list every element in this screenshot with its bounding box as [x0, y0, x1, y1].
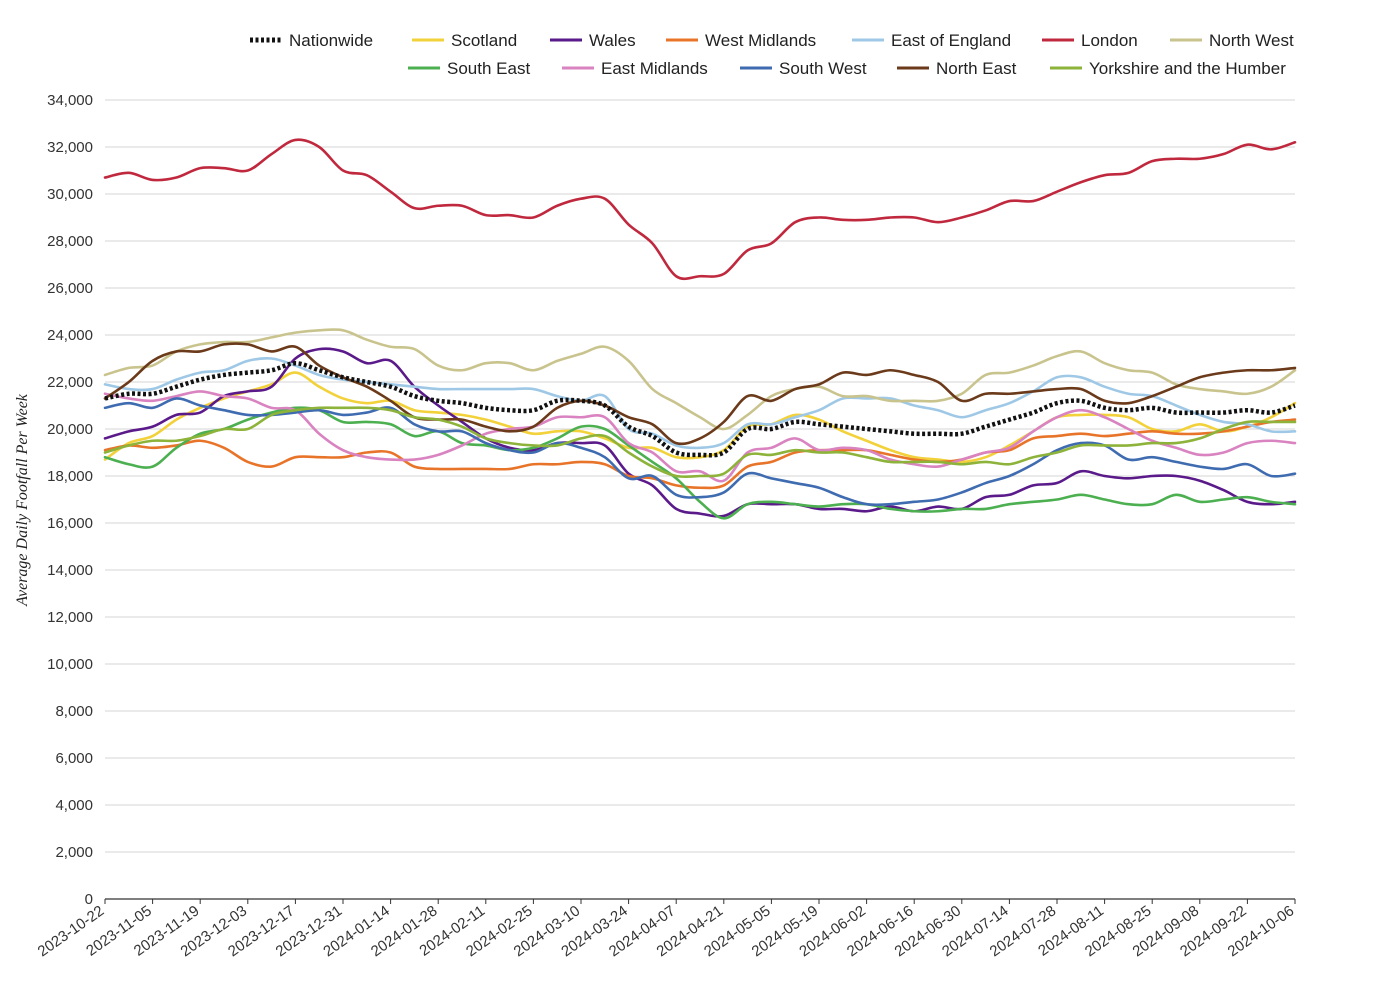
y-tick-label: 4,000 [55, 797, 93, 814]
grid-lines [105, 99, 1295, 853]
y-axis-label: Average Daily Footfall Per Week [14, 393, 31, 607]
legend-label: North East [936, 59, 1017, 78]
y-tick-label: 34,000 [47, 92, 93, 109]
y-tick-label: 8,000 [55, 703, 93, 720]
legend-label: Scotland [451, 31, 517, 50]
legend-label: London [1081, 31, 1138, 50]
legend-label: South East [447, 59, 530, 78]
series-line-east-midlands [103, 390, 1297, 483]
legend-item-wales: Wales [550, 31, 636, 50]
legend-item-south-west: South West [740, 59, 867, 78]
legend-label: South West [779, 59, 867, 78]
series-line-west-midlands [103, 418, 1297, 490]
legend-label: Wales [589, 31, 636, 50]
series-line-nationwide [104, 360, 1296, 458]
legend-item-south-east: South East [408, 59, 530, 78]
axes: 0 2,000 4,000 6,000 8,000 10,000 12,000 14,000 1… [35, 92, 1298, 960]
y-tick-label: 30,000 [47, 186, 93, 203]
series-line-london [103, 138, 1297, 281]
legend-item-east-of-england: East of England [852, 31, 1011, 50]
series-line-wales [103, 347, 1297, 518]
legend-item-north-east: North East [897, 59, 1017, 78]
legend-label: North West [1209, 31, 1294, 50]
legend-item-west-midlands: West Midlands [666, 31, 816, 50]
series-lines [103, 138, 1297, 520]
series-line-east-of-england [103, 356, 1297, 450]
y-tick-label: 6,000 [55, 750, 93, 767]
legend-label: East of England [891, 31, 1011, 50]
y-tick-label: 2,000 [55, 844, 93, 861]
series-line-south-east [103, 406, 1297, 520]
y-tick-label: 22,000 [47, 374, 93, 391]
y-tick-label: 26,000 [47, 280, 93, 297]
y-tick-label: 24,000 [47, 327, 93, 344]
y-tick-label: 14,000 [47, 562, 93, 579]
legend-item-yorkshire-and-the-humber: Yorkshire and the Humber [1050, 59, 1286, 78]
y-tick-label: 18,000 [47, 468, 93, 485]
series-line-south-west [103, 397, 1297, 507]
y-tick-label: 16,000 [47, 515, 93, 532]
y-tick-label: 12,000 [47, 609, 93, 626]
legend-item-london: London [1042, 31, 1138, 50]
y-tick-label: 32,000 [47, 139, 93, 156]
legend-item-nationwide: Nationwide [250, 31, 373, 50]
legend-item-north-west: North West [1170, 31, 1294, 50]
legend-label: West Midlands [705, 31, 816, 50]
series-line-north-east [103, 342, 1297, 446]
legend-item-east-midlands: East Midlands [562, 59, 708, 78]
legend: Nationwide Scotland Wales West Midlands East… [250, 31, 1294, 78]
y-tick-label: 28,000 [47, 233, 93, 250]
legend-item-scotland: Scotland [412, 31, 517, 50]
y-tick-label: 20,000 [47, 421, 93, 438]
legend-label: Nationwide [289, 31, 373, 50]
y-tick-label: 0 [85, 891, 93, 908]
legend-label: Yorkshire and the Humber [1089, 59, 1286, 78]
series-line-north-west [103, 328, 1297, 431]
y-tick-label: 10,000 [47, 656, 93, 673]
series-line-yorkshire-and-the-humber [103, 406, 1297, 479]
legend-label: East Midlands [601, 59, 708, 78]
